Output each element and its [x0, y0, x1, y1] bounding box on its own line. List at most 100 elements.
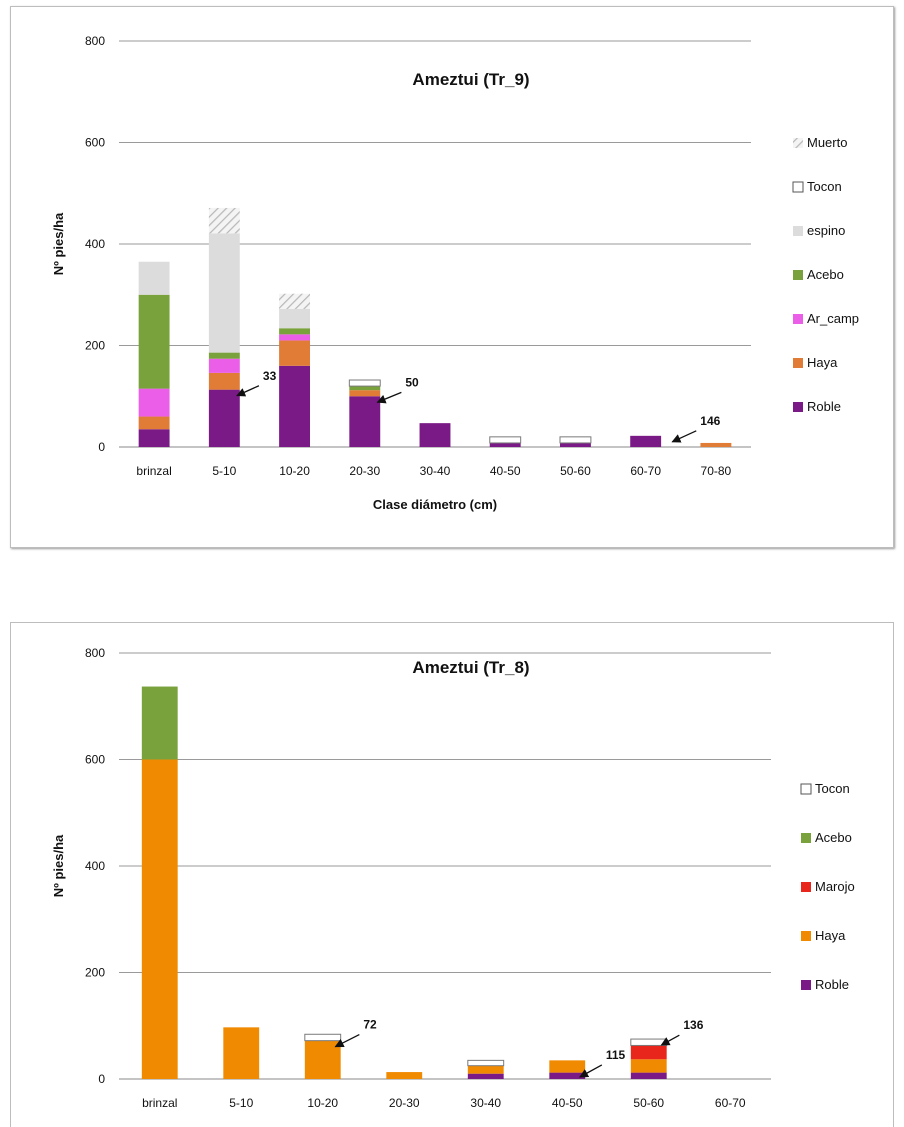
- chart-title: Ameztui (Tr_9): [412, 70, 529, 89]
- bar-ar-camp: [279, 334, 311, 341]
- bar-roble: [279, 365, 311, 447]
- chart-svg-tr9: 0 200 400 600 800 brinzal 5-10 10-20 20-30 30-40 4…: [51, 34, 859, 512]
- x-tick-label: 10-20: [307, 1096, 338, 1110]
- y-tick-label: 600: [85, 753, 105, 767]
- legend-label: Tocon: [815, 781, 850, 796]
- y-tick-label: 600: [85, 136, 105, 150]
- annotation-label: 136: [683, 1018, 703, 1032]
- bar-ar-camp: [138, 388, 170, 417]
- x-tick-label: 60-70: [630, 464, 661, 478]
- bar-roble: [549, 1072, 586, 1079]
- legend-label: Marojo: [815, 879, 855, 894]
- y-tick-label: 400: [85, 237, 105, 251]
- y-axis-title: Nº pies/ha: [51, 834, 66, 897]
- bar-roble: [349, 396, 381, 447]
- annotation-label: 146: [700, 414, 720, 428]
- bar-haya: [549, 1060, 586, 1073]
- bar-espino: [138, 261, 170, 295]
- bar-tocon: [559, 436, 592, 444]
- annotation-arrow: [671, 430, 697, 443]
- annotation-arrow: [660, 1034, 680, 1046]
- x-tick-label: 70-80: [701, 464, 732, 478]
- bar-haya: [630, 1059, 667, 1073]
- bar-acebo: [349, 386, 381, 391]
- x-tick-label: 10-20: [279, 464, 310, 478]
- bar-tocon: [348, 379, 381, 387]
- legend-label: espino: [807, 223, 845, 238]
- x-tick-label: brinzal: [136, 464, 171, 478]
- legend-label: Acebo: [807, 267, 844, 282]
- y-tick-label: 800: [85, 646, 105, 660]
- bar-haya: [141, 759, 178, 1079]
- bar-marojo: [630, 1045, 667, 1060]
- annotation-arrow: [334, 1033, 360, 1048]
- chart-svg-tr8: 0 200 400 600 800 brinzal 5-10 10-20 20-30 30-40 4…: [51, 646, 855, 1110]
- x-tick-label: 60-70: [715, 1096, 746, 1110]
- bar-haya: [223, 1027, 260, 1079]
- chart-title: Ameztui (Tr_8): [412, 658, 529, 677]
- legend-swatch-tocon: [800, 783, 812, 795]
- bar-acebo: [208, 352, 240, 359]
- x-tick-label: 5-10: [212, 464, 236, 478]
- y-tick-label: 800: [85, 34, 105, 48]
- bar-roble: [630, 1072, 667, 1079]
- legend-swatch-acebo: [801, 833, 811, 843]
- bar-roble: [559, 442, 591, 447]
- x-tick-label: 30-40: [470, 1096, 501, 1110]
- legend-swatch-haya: [793, 358, 803, 368]
- bar-roble: [467, 1073, 504, 1079]
- bar-haya: [349, 390, 381, 397]
- bar-roble: [208, 389, 240, 447]
- legend-label: Muerto: [807, 135, 847, 150]
- legend-label: Roble: [815, 977, 849, 992]
- bar-acebo: [141, 686, 178, 760]
- y-tick-label: 200: [85, 966, 105, 980]
- bar-muerto: [279, 293, 311, 309]
- y-tick-label: 0: [98, 440, 105, 454]
- bar-haya: [700, 442, 732, 447]
- legend-swatch-espino: [793, 226, 803, 236]
- x-axis-title: Clase diámetro (cm): [373, 497, 497, 512]
- bar-haya: [208, 372, 240, 390]
- bar-tocon: [467, 1059, 505, 1067]
- legend-swatch-roble: [801, 980, 811, 990]
- bar-roble: [630, 435, 662, 447]
- x-tick-label: 5-10: [229, 1096, 253, 1110]
- legend-label: Acebo: [815, 830, 852, 845]
- bar-espino: [279, 308, 311, 329]
- x-tick-label: 40-50: [490, 464, 521, 478]
- chart-panel-tr9: 0 200 400 600 800 brinzal 5-10 10-20 20-30 30-40 4…: [10, 6, 894, 548]
- bar-haya: [467, 1065, 504, 1074]
- bar-roble: [489, 442, 521, 447]
- bar-acebo: [138, 294, 170, 389]
- legend-swatch-marojo: [801, 882, 811, 892]
- bar-espino: [208, 233, 240, 353]
- x-tick-label: 50-60: [560, 464, 591, 478]
- legend-label: Tocon: [807, 179, 842, 194]
- x-tick-label: 20-30: [389, 1096, 420, 1110]
- annotation-label: 33: [263, 369, 277, 383]
- bar-roble: [419, 423, 451, 447]
- x-tick-label: 20-30: [349, 464, 380, 478]
- legend-swatch-roble: [793, 402, 803, 412]
- bar-tocon: [489, 436, 522, 444]
- bar-acebo: [279, 328, 311, 335]
- legend-label: Haya: [807, 355, 838, 370]
- annotation-label: 50: [405, 375, 419, 389]
- x-tick-label: 50-60: [633, 1096, 664, 1110]
- annotation-arrow: [579, 1064, 603, 1078]
- x-tick-label: brinzal: [142, 1096, 177, 1110]
- annotation-label: 115: [606, 1048, 626, 1062]
- y-axis-title: Nº pies/ha: [51, 212, 66, 275]
- y-tick-label: 0: [98, 1072, 105, 1086]
- bar-ar-camp: [208, 358, 240, 373]
- bar-haya: [386, 1072, 423, 1079]
- bar-haya: [138, 416, 170, 430]
- legend-swatch-acebo: [793, 270, 803, 280]
- annotation-arrow: [236, 385, 260, 397]
- legend-label: Ar_camp: [807, 311, 859, 326]
- y-tick-label: 200: [85, 339, 105, 353]
- legend-swatch-ar-camp: [793, 314, 803, 324]
- bar-haya: [279, 340, 311, 366]
- bar-muerto: [208, 207, 240, 234]
